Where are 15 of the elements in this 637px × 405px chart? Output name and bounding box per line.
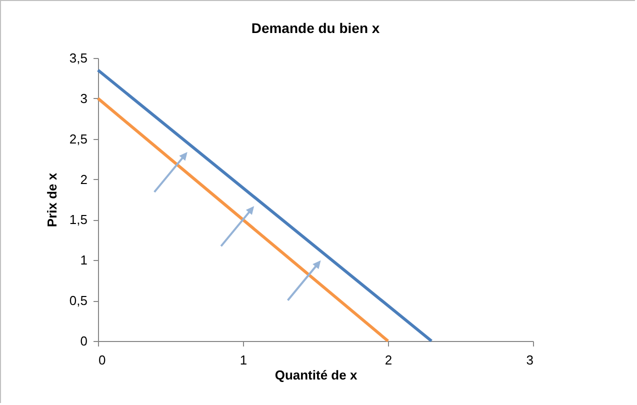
y-axis-title: Prix de x [44, 172, 60, 228]
y-tick-label: 1,5 [69, 212, 88, 228]
x-tick-label: 0 [98, 352, 106, 368]
y-tick-label: 0,5 [69, 293, 88, 308]
y-tick-label: 2 [80, 172, 88, 187]
x-tick-label: 3 [526, 352, 534, 368]
x-tick-label: 1 [240, 352, 248, 368]
y-tick-label: 3 [80, 90, 88, 106]
x-axis-title: Quantité de x [274, 368, 358, 382]
y-tick-label: 1 [80, 252, 88, 268]
chart-title: Demande du bien x [251, 20, 380, 36]
y-tick-label: 0 [80, 334, 88, 348]
y-tick-label: 2,5 [69, 131, 88, 146]
y-tick-label: 3,5 [69, 50, 88, 66]
x-tick-label: 2 [384, 352, 392, 368]
